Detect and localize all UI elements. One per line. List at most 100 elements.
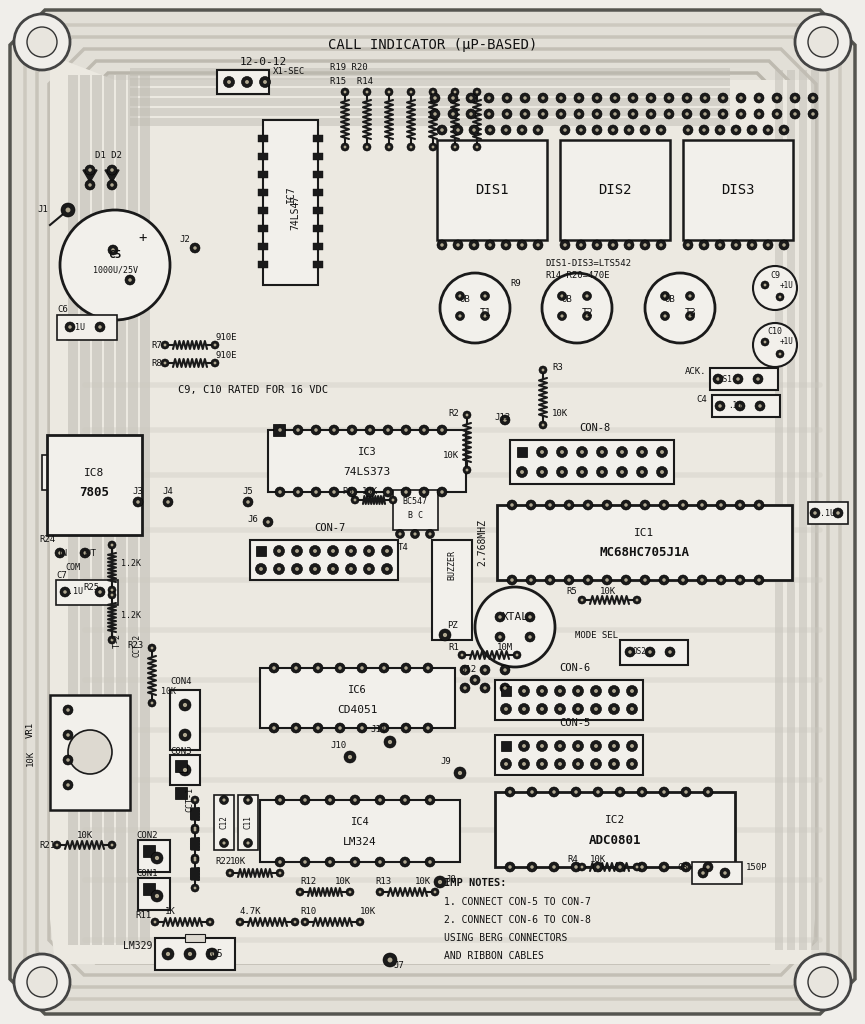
Text: B C: B C xyxy=(407,511,422,519)
Circle shape xyxy=(733,374,743,384)
Circle shape xyxy=(194,887,196,890)
Circle shape xyxy=(188,952,192,956)
Circle shape xyxy=(437,240,447,250)
Circle shape xyxy=(811,96,815,99)
Bar xyxy=(57,315,117,340)
Circle shape xyxy=(563,128,567,132)
Circle shape xyxy=(517,125,527,135)
Text: IMP NOTES:: IMP NOTES: xyxy=(444,878,507,888)
Circle shape xyxy=(191,824,199,831)
Circle shape xyxy=(538,109,548,119)
Circle shape xyxy=(296,490,300,494)
Text: CON4: CON4 xyxy=(170,678,191,686)
Circle shape xyxy=(404,490,407,494)
Circle shape xyxy=(753,374,763,384)
Circle shape xyxy=(574,109,584,119)
Circle shape xyxy=(363,546,375,556)
Circle shape xyxy=(541,369,544,372)
Circle shape xyxy=(659,500,669,510)
Circle shape xyxy=(626,685,638,696)
Circle shape xyxy=(558,689,562,693)
Circle shape xyxy=(325,795,335,805)
Circle shape xyxy=(344,751,356,763)
Circle shape xyxy=(365,425,375,435)
Circle shape xyxy=(275,795,285,805)
Circle shape xyxy=(573,685,584,696)
Circle shape xyxy=(400,857,410,867)
Circle shape xyxy=(606,579,609,582)
Circle shape xyxy=(480,665,490,675)
Circle shape xyxy=(661,292,670,300)
Circle shape xyxy=(613,113,617,116)
Circle shape xyxy=(228,871,232,874)
Circle shape xyxy=(472,244,476,247)
Circle shape xyxy=(549,787,559,797)
Bar xyxy=(170,690,200,750)
Circle shape xyxy=(578,596,586,604)
Circle shape xyxy=(112,248,115,252)
Circle shape xyxy=(501,759,511,769)
Circle shape xyxy=(630,708,634,711)
Circle shape xyxy=(764,341,766,343)
Circle shape xyxy=(560,96,563,99)
Circle shape xyxy=(682,579,685,582)
Circle shape xyxy=(148,699,156,707)
Circle shape xyxy=(430,109,440,119)
Circle shape xyxy=(659,575,669,585)
Text: CCT-2: CCT-2 xyxy=(133,634,142,656)
Bar xyxy=(258,153,268,160)
Circle shape xyxy=(597,446,607,458)
Circle shape xyxy=(626,740,638,752)
Text: DIS3: DIS3 xyxy=(721,183,755,197)
Circle shape xyxy=(328,563,338,574)
Bar xyxy=(130,108,730,116)
Bar xyxy=(256,546,266,556)
Circle shape xyxy=(750,128,753,132)
Bar xyxy=(313,243,323,250)
Circle shape xyxy=(458,651,466,659)
Circle shape xyxy=(161,359,169,367)
Circle shape xyxy=(610,93,620,103)
Circle shape xyxy=(633,863,641,871)
Circle shape xyxy=(310,563,321,574)
Circle shape xyxy=(429,88,437,96)
Text: USING BERG CONNECTORS: USING BERG CONNECTORS xyxy=(444,933,567,943)
Circle shape xyxy=(184,948,196,961)
Circle shape xyxy=(313,549,317,553)
Circle shape xyxy=(464,686,467,690)
Text: 10K: 10K xyxy=(26,750,35,766)
Text: 1K: 1K xyxy=(165,907,176,916)
Circle shape xyxy=(313,567,317,571)
Circle shape xyxy=(591,703,601,715)
Circle shape xyxy=(437,487,447,497)
Circle shape xyxy=(276,869,284,877)
Circle shape xyxy=(401,723,411,733)
Circle shape xyxy=(536,467,548,477)
Circle shape xyxy=(388,957,393,963)
Text: 910E: 910E xyxy=(215,351,236,360)
Bar xyxy=(808,502,848,524)
Circle shape xyxy=(151,646,153,649)
Circle shape xyxy=(155,894,159,898)
Circle shape xyxy=(720,579,723,582)
Circle shape xyxy=(663,791,666,794)
Text: C12: C12 xyxy=(220,815,228,829)
Circle shape xyxy=(504,128,508,132)
Circle shape xyxy=(620,451,624,454)
Circle shape xyxy=(279,871,281,874)
Circle shape xyxy=(480,683,490,693)
Circle shape xyxy=(592,125,602,135)
Circle shape xyxy=(439,629,451,641)
Bar xyxy=(260,800,460,862)
Circle shape xyxy=(332,428,336,432)
Circle shape xyxy=(600,451,604,454)
Circle shape xyxy=(580,451,584,454)
Text: C7: C7 xyxy=(56,571,67,581)
Text: CON-5: CON-5 xyxy=(560,718,591,728)
Circle shape xyxy=(385,549,389,553)
Circle shape xyxy=(699,125,709,135)
Bar xyxy=(495,680,643,720)
Circle shape xyxy=(640,125,650,135)
Circle shape xyxy=(63,780,73,790)
Text: J13: J13 xyxy=(494,414,510,423)
